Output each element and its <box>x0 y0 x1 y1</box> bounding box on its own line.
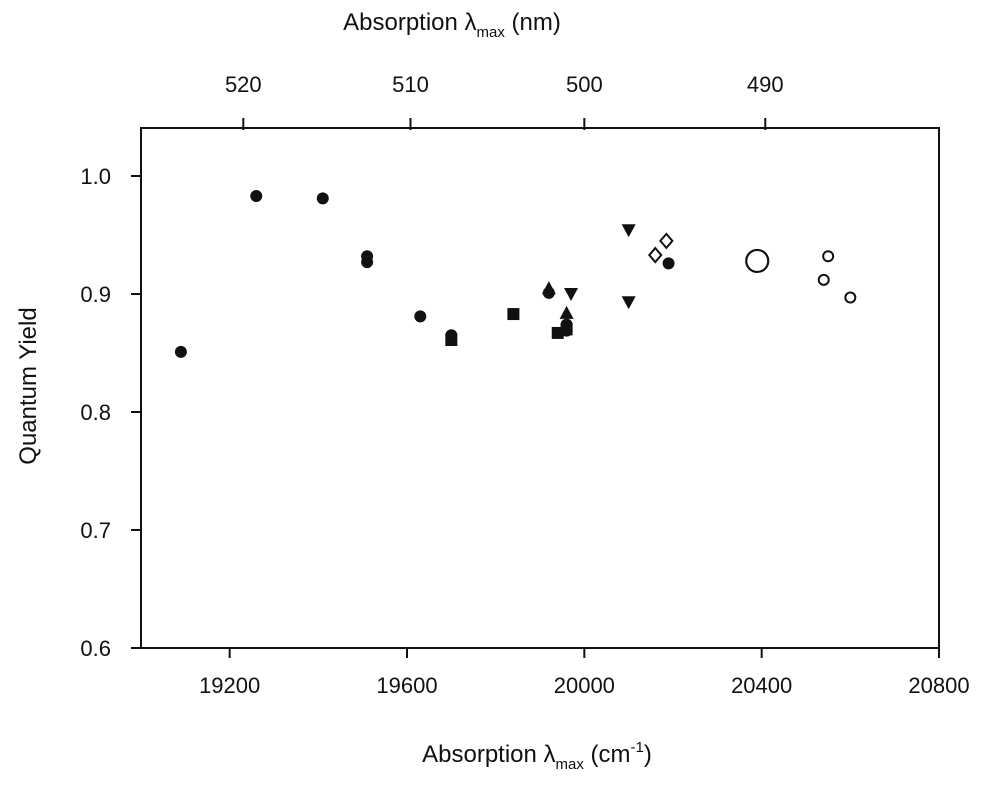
y-tick-label: 0.8 <box>80 400 111 425</box>
x2-label-prefix: Absorption <box>343 9 464 36</box>
y-axis-label: Quantum Yield <box>15 307 42 464</box>
y-tick-label: 0.7 <box>80 518 111 543</box>
point-triangle-up <box>541 281 556 295</box>
x2-tick-label: 520 <box>225 72 262 97</box>
point-open-circle <box>817 273 830 286</box>
point-filled-square <box>445 334 458 347</box>
x2-tick-label: 510 <box>392 72 429 97</box>
point-open-circle <box>844 291 857 304</box>
point-filled-square <box>507 308 520 321</box>
x2-axis-label: Absorption λmax (nm) <box>343 9 561 41</box>
y-tick-label: 0.6 <box>80 636 111 661</box>
x-label-unit-close: ) <box>644 741 652 768</box>
x2-label-lambda: λ <box>465 9 477 36</box>
point-filled-circle <box>316 192 329 205</box>
x-label-sup: -1 <box>631 739 644 756</box>
x2-tick-label: 500 <box>566 72 603 97</box>
x-label-prefix: Absorption <box>422 741 543 768</box>
x-tick-label: 19600 <box>376 673 437 698</box>
x-tick-label: 20000 <box>554 673 615 698</box>
x-label-lambda: λ <box>544 741 556 768</box>
x-tick-label: 20800 <box>908 673 969 698</box>
x2-tick-label: 490 <box>747 72 784 97</box>
x2-label-sub: max <box>477 24 506 41</box>
axes-layer: 19200 19600 20000 20400 20800 0.6 0.7 0.8 0.9 1.0… <box>80 72 969 698</box>
point-filled-square <box>560 323 573 336</box>
x-tick-label: 19200 <box>199 673 260 698</box>
point-filled-circle <box>174 345 187 358</box>
marks-layer <box>174 190 857 358</box>
x-label-unit-open: (cm <box>584 741 631 768</box>
point-filled-circle <box>250 190 263 203</box>
y-tick-label: 1.0 <box>80 164 111 189</box>
point-filled-circle <box>361 256 374 269</box>
x-axis-label: Absorption λmax (cm-1) <box>422 739 652 773</box>
point-open-circle <box>822 250 835 263</box>
point-triangle-down <box>621 224 636 238</box>
point-filled-circle <box>662 257 675 270</box>
point-triangle-down <box>621 296 636 310</box>
point-filled-circle <box>414 310 427 323</box>
y-tick-label: 0.9 <box>80 282 111 307</box>
point-open-circle-large <box>745 248 770 274</box>
point-open-diamond <box>659 232 674 250</box>
x2-label-unit: (nm) <box>505 9 561 36</box>
plot-frame <box>140 127 940 649</box>
point-triangle-down <box>564 288 579 301</box>
point-open-diamond <box>647 246 663 264</box>
x-label-sub: max <box>556 756 585 773</box>
x-tick-label: 20400 <box>731 673 792 698</box>
point-triangle-up <box>559 305 574 319</box>
